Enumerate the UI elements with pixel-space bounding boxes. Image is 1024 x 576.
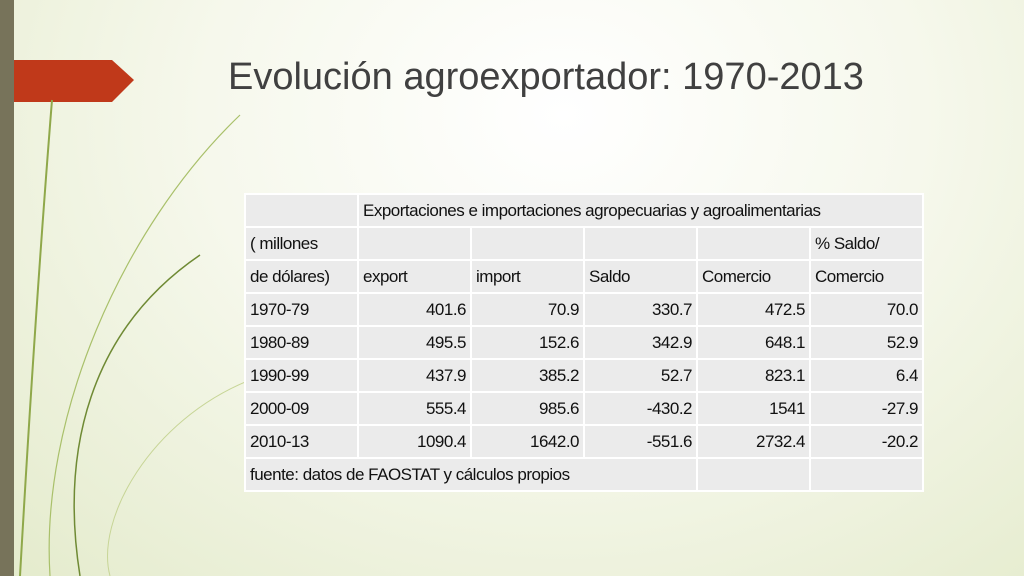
deco-line <box>107 379 251 576</box>
deco-line <box>19 99 53 576</box>
table-row: 2000-09 555.4 985.6 -430.2 1541 -27.9 <box>244 391 924 426</box>
period-cell: 2000-09 <box>244 391 359 426</box>
deco-line <box>73 254 201 576</box>
empty-cell <box>357 226 472 261</box>
value-cell: 648.1 <box>696 325 811 360</box>
value-cell: 401.6 <box>357 292 472 327</box>
table-row: Exportaciones e importaciones agropecuar… <box>244 193 924 228</box>
value-cell: 6.4 <box>809 358 924 393</box>
value-cell: 2732.4 <box>696 424 811 459</box>
table-row: de dólares) export import Saldo Comercio Come… <box>244 259 924 294</box>
value-cell: 1090.4 <box>357 424 472 459</box>
value-cell: -20.2 <box>809 424 924 459</box>
table-row: fuente: datos de FAOSTAT y cálculos prop… <box>244 457 924 492</box>
table-row: ( millones % Saldo/ <box>244 226 924 261</box>
empty-cell <box>696 457 811 492</box>
table-row: 2010-13 1090.4 1642.0 -551.6 2732.4 -20.2 <box>244 424 924 459</box>
data-table: Exportaciones e importaciones agropecuar… <box>244 193 924 492</box>
slide-title: Evolución agroexportador: 1970-2013 <box>228 56 864 98</box>
value-cell: 330.7 <box>583 292 698 327</box>
column-header: Saldo <box>583 259 698 294</box>
period-cell: 1990-99 <box>244 358 359 393</box>
value-cell: 985.6 <box>470 391 585 426</box>
empty-cell <box>244 193 359 228</box>
title-arrow <box>14 60 134 102</box>
period-cell: 1970-79 <box>244 292 359 327</box>
value-cell: -27.9 <box>809 391 924 426</box>
value-cell: 385.2 <box>470 358 585 393</box>
empty-cell <box>583 226 698 261</box>
value-cell: 472.5 <box>696 292 811 327</box>
value-cell: 152.6 <box>470 325 585 360</box>
side-bar <box>0 0 14 576</box>
unit-header: de dólares) <box>244 259 359 294</box>
value-cell: 342.9 <box>583 325 698 360</box>
empty-cell <box>696 226 811 261</box>
value-cell: 495.5 <box>357 325 472 360</box>
empty-cell <box>470 226 585 261</box>
value-cell: 70.9 <box>470 292 585 327</box>
column-header: export <box>357 259 472 294</box>
value-cell: -430.2 <box>583 391 698 426</box>
value-cell: 52.9 <box>809 325 924 360</box>
column-header: import <box>470 259 585 294</box>
ratio-header: % Saldo/ <box>809 226 924 261</box>
value-cell: 555.4 <box>357 391 472 426</box>
source-note: fuente: datos de FAOSTAT y cálculos prop… <box>244 457 698 492</box>
value-cell: 823.1 <box>696 358 811 393</box>
period-cell: 1980-89 <box>244 325 359 360</box>
value-cell: -551.6 <box>583 424 698 459</box>
value-cell: 70.0 <box>809 292 924 327</box>
table-row: 1970-79 401.6 70.9 330.7 472.5 70.0 <box>244 292 924 327</box>
value-cell: 1541 <box>696 391 811 426</box>
unit-header: ( millones <box>244 226 359 261</box>
column-header: Comercio <box>809 259 924 294</box>
value-cell: 1642.0 <box>470 424 585 459</box>
column-header: Comercio <box>696 259 811 294</box>
empty-cell <box>809 457 924 492</box>
deco-line <box>48 114 241 576</box>
value-cell: 52.7 <box>583 358 698 393</box>
value-cell: 437.9 <box>357 358 472 393</box>
table-row: 1980-89 495.5 152.6 342.9 648.1 52.9 <box>244 325 924 360</box>
table-row: 1990-99 437.9 385.2 52.7 823.1 6.4 <box>244 358 924 393</box>
period-cell: 2010-13 <box>244 424 359 459</box>
group-header: Exportaciones e importaciones agropecuar… <box>357 193 924 228</box>
